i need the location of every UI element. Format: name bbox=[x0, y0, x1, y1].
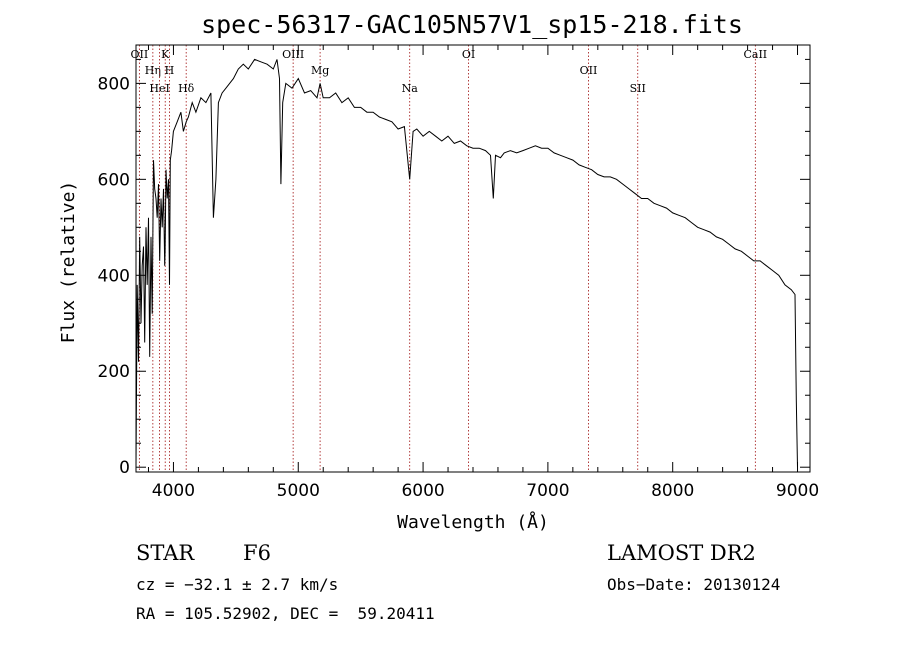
ref-label-h: H bbox=[165, 64, 175, 77]
ref-label-oiii: OIII bbox=[282, 48, 304, 61]
x-tick-label: 9000 bbox=[776, 481, 819, 501]
x-tick-label: 6000 bbox=[401, 481, 444, 501]
y-tick-label: 400 bbox=[98, 266, 130, 286]
ref-label-sii: SII bbox=[630, 82, 646, 95]
axis-ticks: 4000 5000 6000 7000 8000 9000 0 200 400 600 800 bbox=[98, 45, 819, 501]
ref-label-oi: OI bbox=[462, 48, 475, 61]
ref-label-mg: Mg bbox=[311, 64, 329, 77]
ref-label-hδ: Hδ bbox=[178, 82, 195, 95]
ref-label-na: Na bbox=[402, 82, 419, 95]
plot-frame bbox=[135, 44, 811, 473]
coordinates: RA = 105.52902, DEC = 59.20411 bbox=[136, 604, 435, 623]
y-tick-label: 600 bbox=[98, 170, 130, 190]
x-tick-label: 7000 bbox=[526, 481, 569, 501]
ref-label-oii: OII bbox=[580, 64, 598, 77]
x-tick-label: 8000 bbox=[651, 481, 694, 501]
x-axis-label: Wavelength (Å) bbox=[397, 511, 549, 533]
object-class: STAR bbox=[136, 541, 195, 565]
ref-label-oii: OII bbox=[131, 48, 149, 61]
y-tick-label: 200 bbox=[98, 362, 130, 382]
redshift-text: cz = −32.1 ± 2.7 km/s bbox=[136, 575, 339, 594]
x-tick-label: 5000 bbox=[277, 481, 320, 501]
survey-name: LAMOST DR2 bbox=[607, 541, 756, 565]
ref-label-hη: Hη bbox=[145, 64, 161, 77]
x-tick-label: 4000 bbox=[152, 481, 195, 501]
spectrum-chart: spec-56317-GAC105N57V1_sp15-218.fits OII… bbox=[58, 10, 819, 533]
chart-title: spec-56317-GAC105N57V1_sp15-218.fits bbox=[201, 10, 743, 39]
ref-label-hei: HeI bbox=[149, 82, 169, 95]
spectrum-line bbox=[135, 58, 798, 468]
ref-label-k: K bbox=[161, 48, 170, 61]
y-tick-label: 0 bbox=[119, 458, 130, 478]
subclass: F6 bbox=[243, 541, 271, 565]
ref-label-caii: CaII bbox=[743, 48, 767, 61]
obs-date: Obs−Date: 20130124 bbox=[607, 575, 781, 594]
y-axis-label: Flux (relative) bbox=[58, 181, 79, 344]
y-tick-label: 800 bbox=[98, 74, 130, 94]
